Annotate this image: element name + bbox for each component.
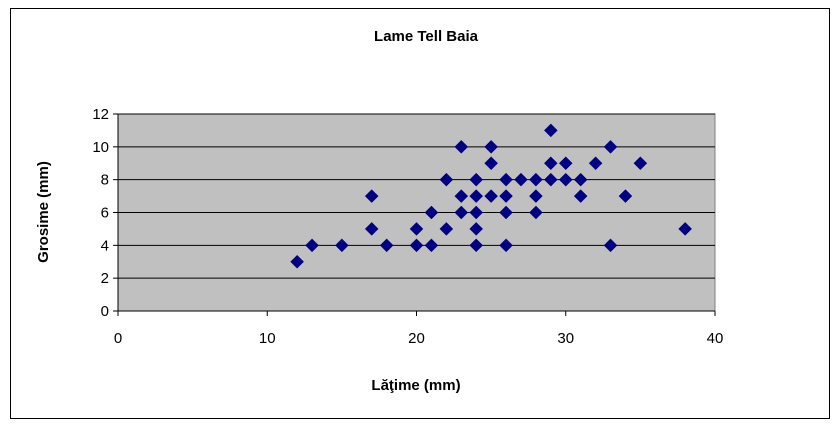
data-point	[603, 139, 618, 154]
x-tick-label: 10	[259, 330, 276, 347]
data-point	[409, 238, 424, 253]
x-tick-label: 40	[707, 330, 724, 347]
y-tick-label: 8	[101, 172, 109, 189]
data-point	[543, 156, 558, 171]
data-point	[364, 222, 379, 236]
data-point	[439, 222, 454, 236]
data-point	[469, 205, 484, 220]
data-point	[529, 172, 543, 187]
y-tick-label: 0	[101, 303, 109, 320]
data-point	[678, 222, 693, 236]
data-point	[469, 189, 484, 203]
data-point	[543, 123, 558, 138]
data-point	[454, 139, 469, 154]
data-point	[469, 172, 484, 187]
data-point	[543, 172, 558, 187]
x-tick-label: 20	[408, 330, 425, 347]
data-point	[454, 189, 469, 203]
data-point	[409, 222, 424, 236]
y-tick-label: 6	[101, 205, 109, 222]
data-point	[484, 189, 498, 203]
data-point	[618, 189, 633, 203]
data-point	[529, 189, 543, 203]
data-point	[514, 172, 528, 187]
y-tick-label: 12	[92, 106, 109, 123]
data-point	[573, 172, 588, 187]
data-point	[588, 156, 603, 171]
data-point	[335, 238, 349, 253]
data-point	[558, 172, 573, 187]
chart-title: Lame Tell Baia	[374, 28, 479, 45]
data-point	[484, 156, 498, 171]
tick-labels: 0 2 4 6 8 10 12 0 10 20 30 40	[92, 106, 723, 347]
data-point	[633, 156, 648, 171]
data-point	[379, 238, 394, 253]
data-point	[439, 172, 454, 187]
chart-frame: Lame Tell Baia 0 2 4 6 8 10 12 0 10 20 30 40 Lăţime…	[10, 8, 830, 419]
data-points	[290, 123, 693, 269]
data-point	[469, 238, 484, 253]
data-point	[290, 254, 304, 269]
data-point	[499, 205, 513, 220]
data-point	[558, 156, 573, 171]
y-axis-title: Grosime (mm)	[35, 161, 52, 263]
y-tick-label: 10	[92, 139, 109, 156]
scatter-chart: Lame Tell Baia 0 2 4 6 8 10 12 0 10 20 30 40 Lăţime…	[35, 28, 723, 394]
x-axis-title: Lăţime (mm)	[371, 377, 460, 394]
axes	[113, 113, 716, 316]
y-tick-label: 2	[101, 270, 109, 287]
data-point	[499, 189, 513, 203]
data-point	[499, 238, 513, 253]
data-point	[424, 238, 439, 253]
data-point	[469, 222, 484, 236]
y-tick-label: 4	[101, 237, 109, 254]
data-point	[573, 189, 588, 203]
x-tick-label: 0	[114, 330, 122, 347]
data-point	[603, 238, 618, 253]
data-point	[499, 172, 513, 187]
data-point	[484, 139, 498, 154]
data-point	[529, 205, 543, 220]
data-point	[424, 205, 439, 220]
x-tick-label: 30	[557, 330, 574, 347]
data-point	[454, 205, 469, 220]
data-point	[305, 238, 319, 253]
data-point	[364, 189, 379, 203]
